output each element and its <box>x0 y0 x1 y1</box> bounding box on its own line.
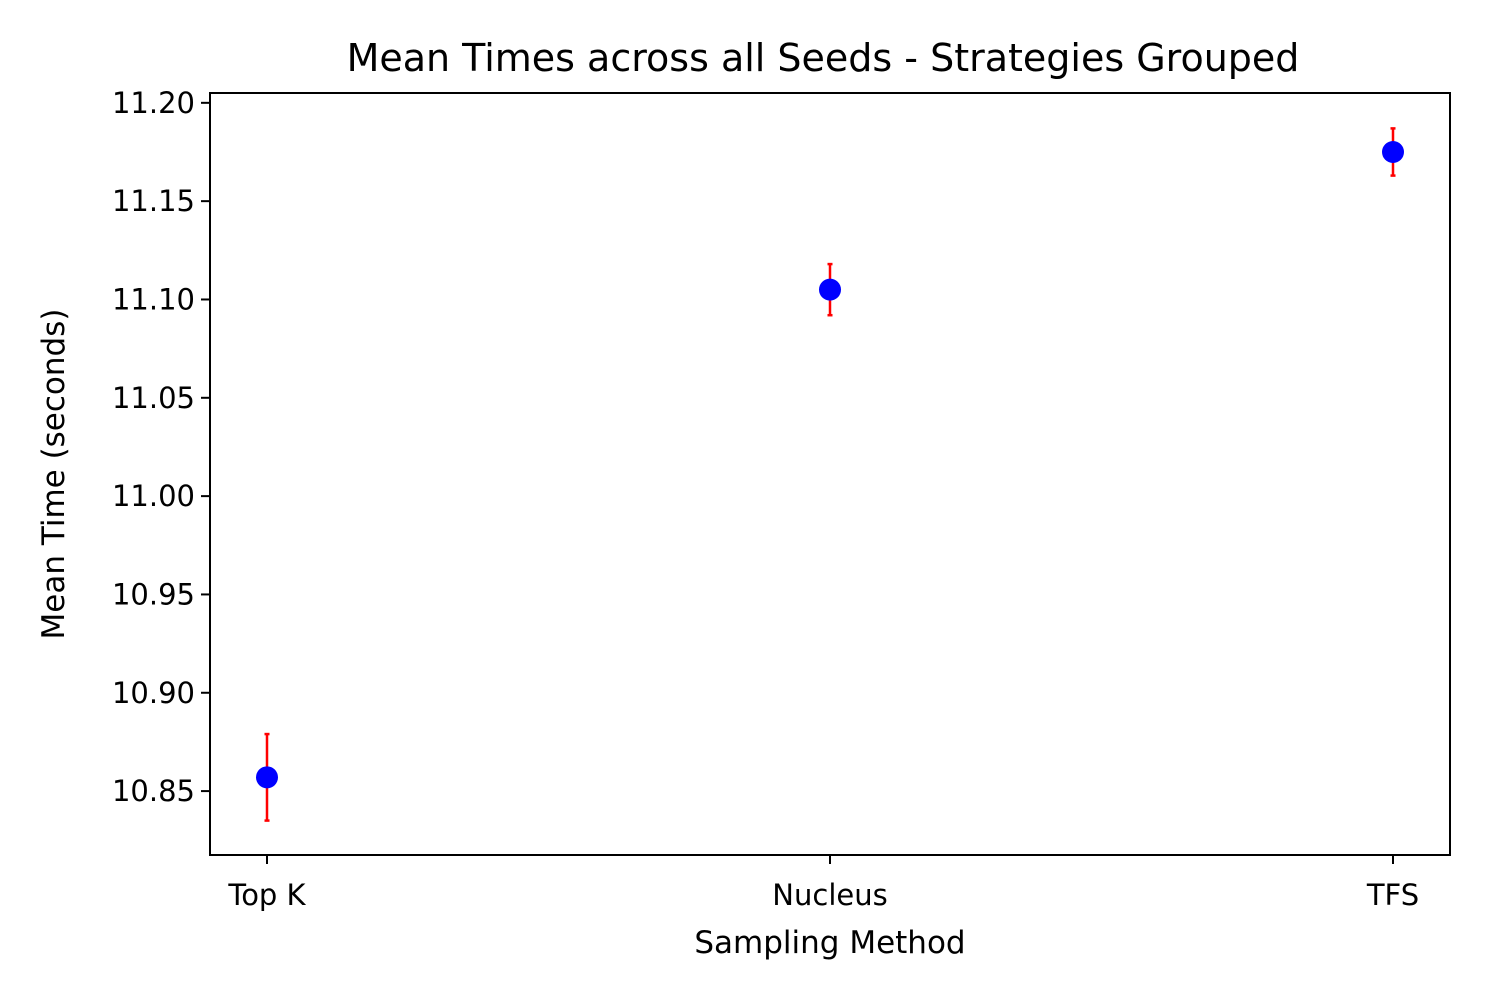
y-tick-label: 11.15 <box>112 184 195 218</box>
y-tick-label: 10.95 <box>112 577 195 611</box>
data-point <box>819 278 841 301</box>
y-tick-label: 11.20 <box>112 86 195 120</box>
y-tick-label: 11.05 <box>112 381 195 415</box>
x-tick-label: Top K <box>227 878 306 912</box>
y-tick-label: 11.10 <box>112 282 195 316</box>
data-point-group <box>1382 127 1404 177</box>
data-point <box>1382 140 1404 163</box>
chart-title: Mean Times across all Seeds - Strategies… <box>347 36 1300 80</box>
y-axis-label: Mean Time (seconds) <box>36 309 72 640</box>
x-tick-label: Nucleus <box>772 878 887 912</box>
y-tick-label: 10.90 <box>112 676 195 710</box>
y-tick-label: 10.85 <box>112 774 195 808</box>
y-tick-label: 11.00 <box>112 479 195 513</box>
y-axis: 10.85 10.90 10.95 11.00 11.05 11.10 11.15 11.20 <box>112 86 210 808</box>
x-axis-label: Sampling Method <box>694 925 965 961</box>
data-point <box>256 766 278 789</box>
data-points <box>256 127 1404 822</box>
x-axis: Top K Nucleus TFS <box>227 855 1419 912</box>
x-tick-label: TFS <box>1366 878 1419 912</box>
data-point-group <box>819 262 841 317</box>
data-point-group <box>256 732 278 822</box>
plot-area <box>209 92 1451 856</box>
